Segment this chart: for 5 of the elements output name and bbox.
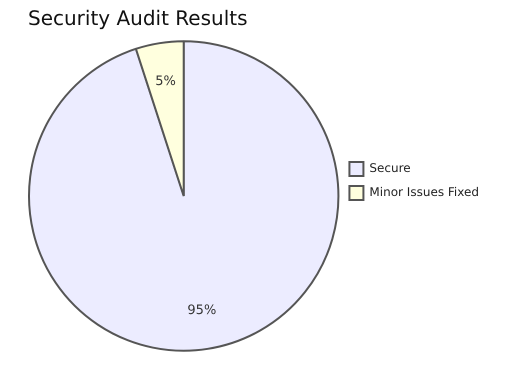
- legend-label: Minor Issues Fixed: [369, 185, 479, 200]
- chart-title: Security Audit Results: [28, 6, 248, 30]
- data-label: 5%: [155, 74, 176, 89]
- legend-label: Secure: [369, 161, 411, 176]
- data-label: 95%: [187, 302, 216, 318]
